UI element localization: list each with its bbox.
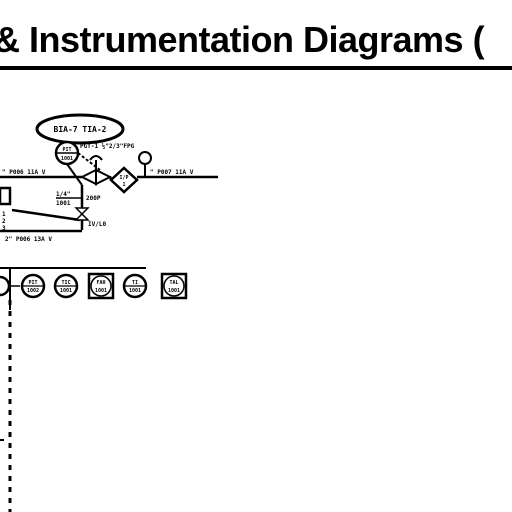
line-label-top-left: " P006 11A V — [2, 169, 46, 176]
callout-tag: BIA-7 TIA-2 — [54, 125, 107, 134]
svg-text:TI: TI — [132, 280, 138, 286]
line-label-mid: 1/4" — [56, 191, 70, 198]
slide-title: & Instrumentation Diagrams ( — [0, 19, 485, 60]
svg-text:1001: 1001 — [168, 288, 180, 294]
strip-box-5: TAL 1001 — [160, 272, 188, 300]
title-underline — [0, 66, 512, 70]
svg-text:PIT: PIT — [28, 280, 37, 286]
svg-text:200P: 200P — [86, 195, 101, 202]
line-label-bottom: 2" P006 13A V — [5, 236, 52, 243]
svg-text:1: 1 — [122, 182, 125, 188]
svg-text:1001: 1001 — [61, 156, 73, 162]
label-iv: IV/L0 — [88, 221, 106, 228]
svg-text:3: 3 — [2, 225, 6, 232]
line-label-top-right: " P007 11A V — [150, 169, 194, 176]
diamond-converter: I/P 1 — [109, 166, 139, 194]
strip-bubble-4: TI 1001 — [122, 273, 148, 299]
instrument-strip: PIT 1002 TIC 1001 FAH 1001 TI 1001 TAL 1… — [0, 272, 188, 300]
svg-text:1: 1 — [2, 211, 6, 218]
svg-text:1002: 1002 — [27, 288, 39, 294]
strip-box-3: FAH 1001 — [87, 272, 115, 300]
svg-text:1001: 1001 — [56, 200, 71, 207]
callout-tag-group: BIA-7 TIA-2 PGT-1 ½"2/3"FPG — [35, 113, 135, 150]
svg-text:FAH: FAH — [96, 280, 105, 286]
strip-bubble-2: TIC 1001 — [53, 273, 79, 299]
svg-text:I/P: I/P — [119, 175, 128, 181]
svg-text:2: 2 — [2, 218, 6, 225]
svg-text:TIC: TIC — [61, 280, 70, 286]
svg-text:1001: 1001 — [95, 288, 107, 294]
callout-note: PGT-1 ½"2/3"FPG — [80, 143, 135, 150]
pressure-indicator — [138, 151, 152, 177]
instrument-bubble-pit: PIT 1001 — [54, 140, 80, 166]
svg-text:PIT: PIT — [62, 147, 71, 153]
callout-ellipse — [35, 113, 125, 145]
strip-bubble-1: PIT 1002 — [20, 273, 46, 299]
svg-text:TAL: TAL — [169, 280, 178, 286]
svg-text:1001: 1001 — [129, 288, 141, 294]
left-equipment-box: 1 2 3 — [0, 186, 12, 232]
svg-text:1001: 1001 — [60, 288, 72, 294]
control-valve — [79, 155, 113, 186]
